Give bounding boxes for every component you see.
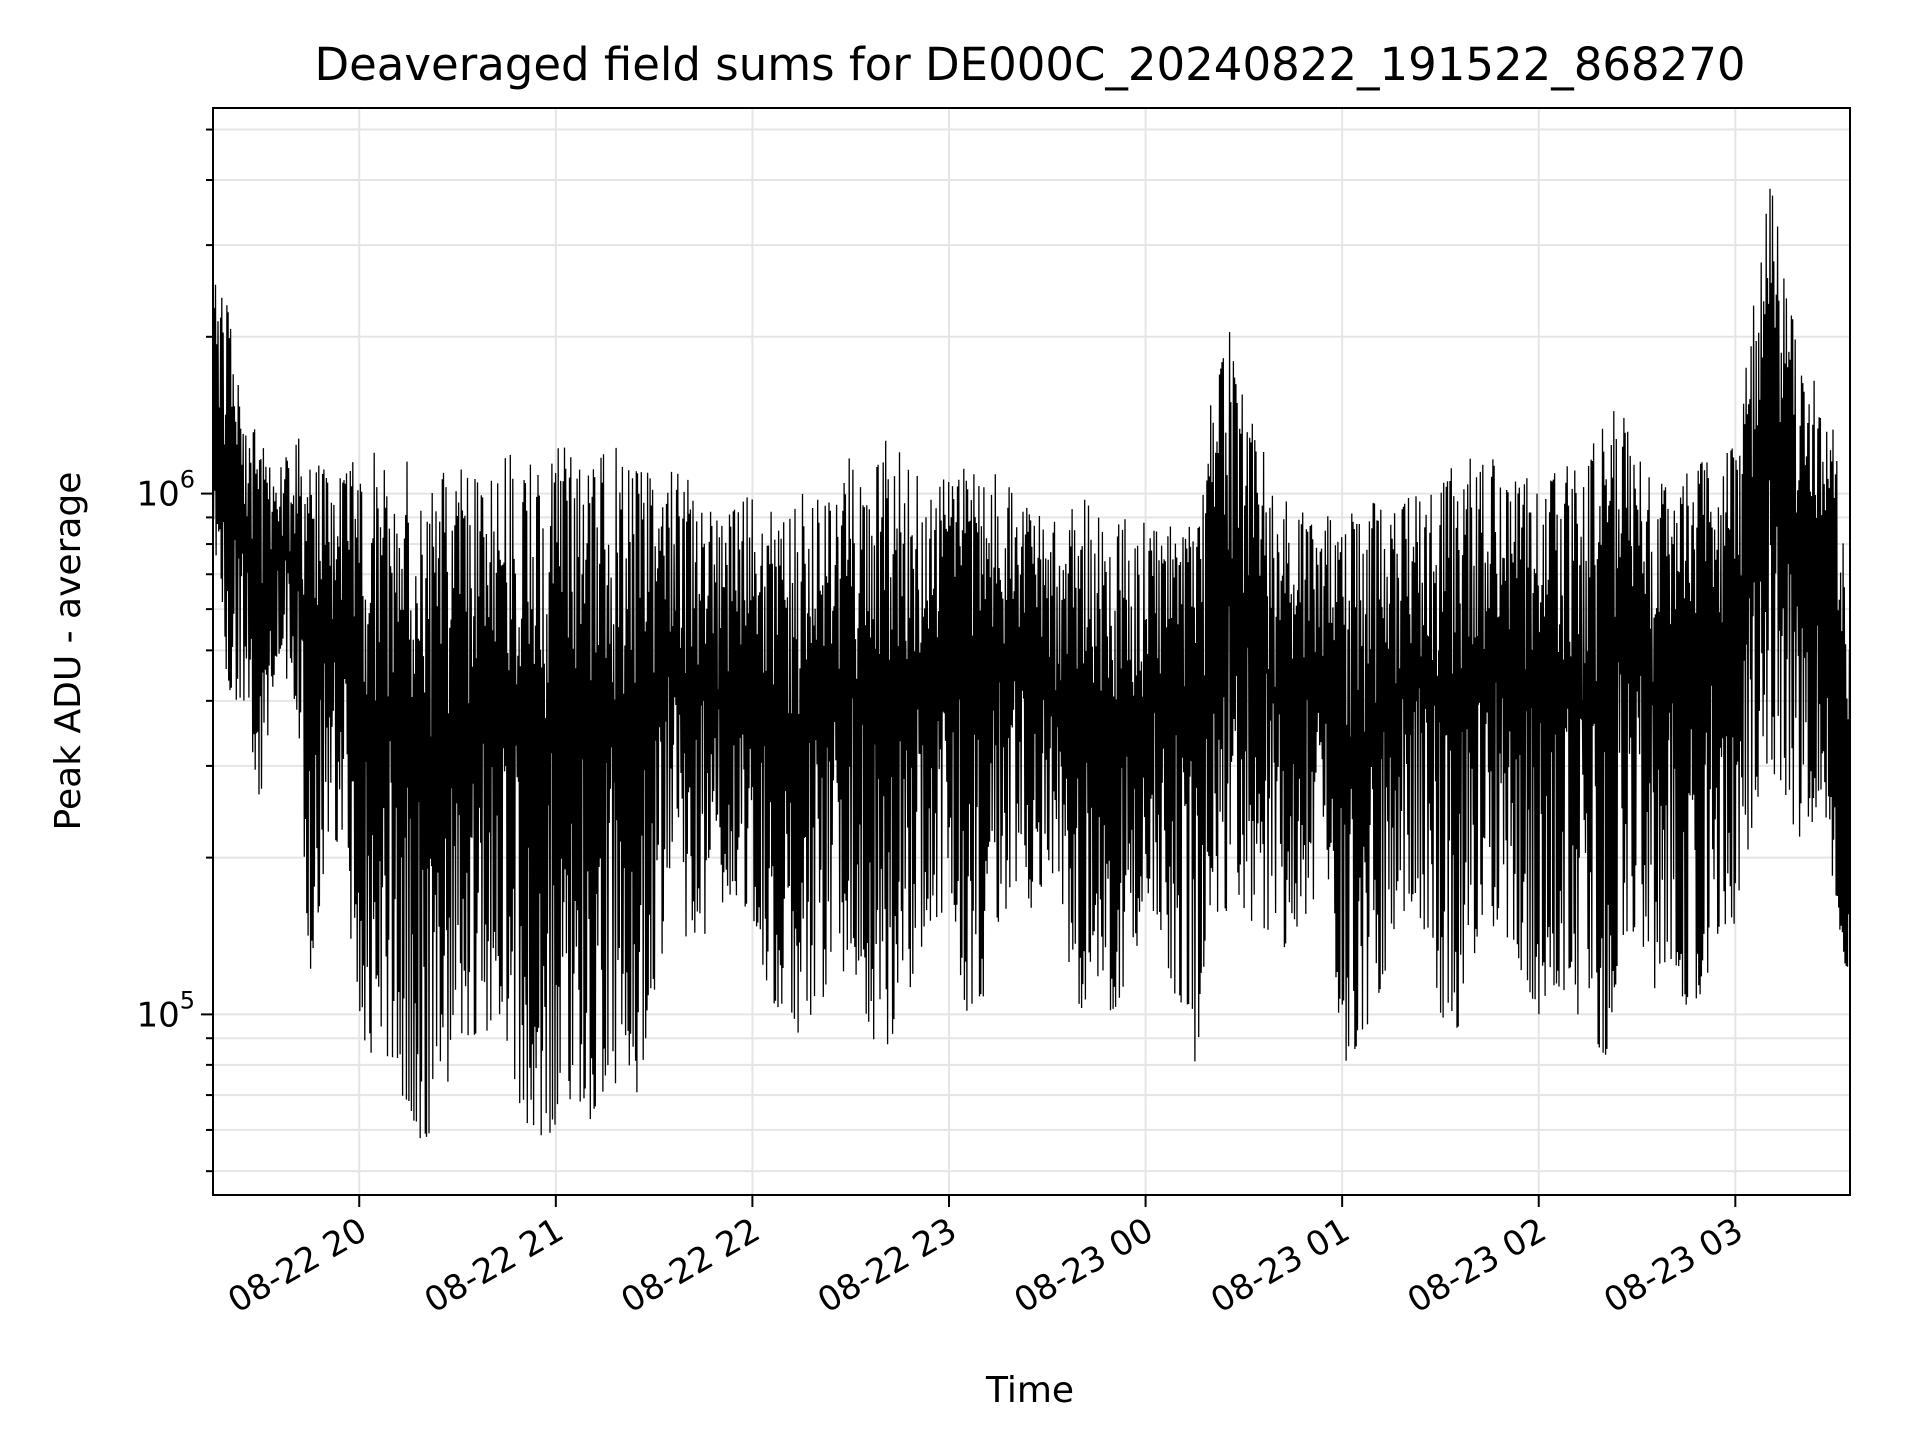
y-tick-label: 105 [136,986,195,1035]
y-tick-label: 106 [136,466,195,515]
series-line-group [212,188,1851,1139]
y-tick-exponent: 6 [180,466,195,494]
plot-frame [212,107,1851,1196]
y-tick-base: 10 [136,475,179,515]
y-axis-label: Peak ADU - average [48,472,89,831]
series-line [212,188,1851,1139]
chart-title: Deaveraged field sums for DE000C_2024082… [314,38,1745,91]
y-tick-exponent: 5 [180,986,195,1014]
y-tick-base: 10 [136,995,179,1035]
x-axis-label: Time [985,1370,1074,1411]
